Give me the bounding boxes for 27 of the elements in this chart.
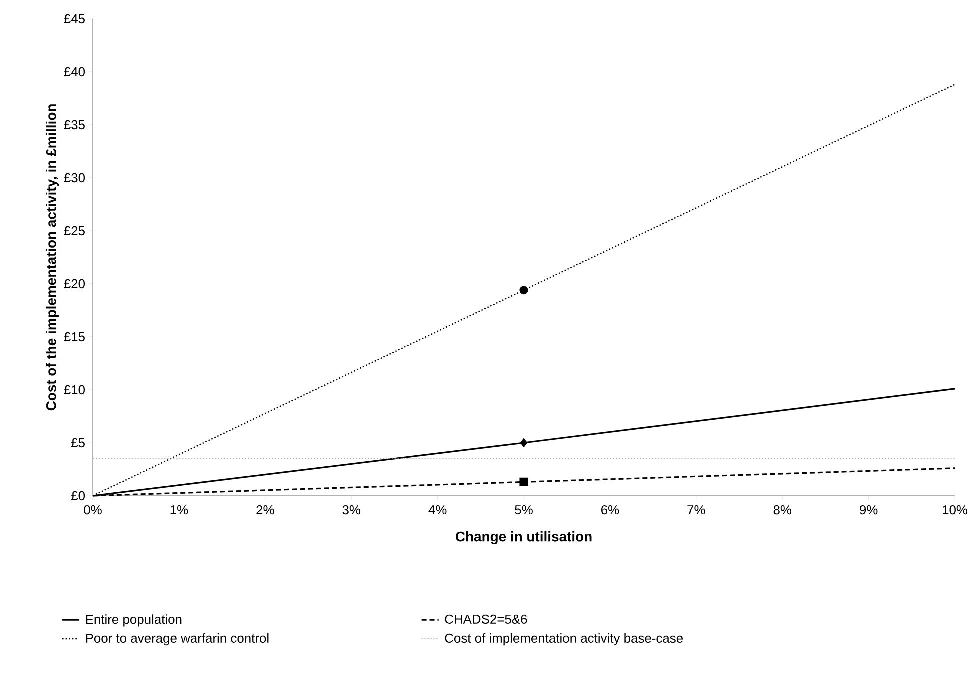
legend-label: Poor to average warfarin control bbox=[86, 633, 269, 646]
x-axis-title: Change in utilisation bbox=[456, 531, 592, 545]
y-tick-label: £10 bbox=[64, 385, 85, 395]
x-tick-label: 0% bbox=[84, 505, 102, 515]
x-tick-label: 1% bbox=[170, 505, 188, 515]
x-tick-label: 10% bbox=[943, 505, 968, 515]
legend-label: Entire population bbox=[86, 614, 182, 627]
x-tick-label: 5% bbox=[515, 505, 533, 515]
y-tick-label: £15 bbox=[64, 332, 85, 342]
legend-label: CHADS2=5&6 bbox=[445, 614, 528, 624]
x-tick-label: 9% bbox=[860, 505, 878, 515]
x-tick-label: 4% bbox=[428, 505, 447, 515]
y-tick-label: £25 bbox=[64, 226, 85, 236]
x-tick-label: 3% bbox=[342, 505, 361, 515]
x-tick-label: 7% bbox=[688, 505, 706, 515]
y-tick-label: £35 bbox=[64, 120, 85, 130]
x-tick-label: 2% bbox=[256, 505, 274, 515]
y-tick-label: £45 bbox=[64, 14, 85, 24]
x-tick-label: 6% bbox=[602, 505, 620, 515]
y-tick-label: £40 bbox=[64, 67, 85, 77]
y-tick-label: £30 bbox=[64, 173, 85, 183]
x-tick-label: 8% bbox=[774, 505, 792, 515]
y-tick-label: £5 bbox=[71, 438, 85, 448]
y-tick-label: £20 bbox=[64, 279, 85, 289]
y-axis-title: Cost of the implementation activity, in £million bbox=[46, 104, 60, 411]
y-tick-label: £0 bbox=[71, 491, 86, 501]
legend-label: Cost of implementation activity base-case bbox=[445, 633, 683, 646]
